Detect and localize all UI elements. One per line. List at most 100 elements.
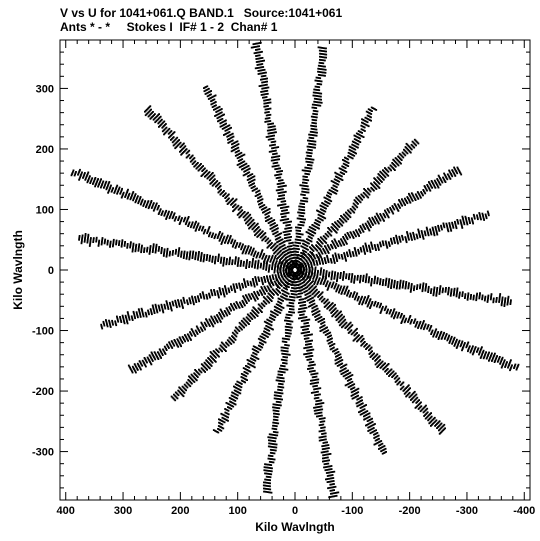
uv-point bbox=[414, 318, 417, 321]
uv-point bbox=[373, 278, 376, 281]
uv-point bbox=[312, 146, 315, 149]
uv-point bbox=[218, 112, 221, 115]
uv-point bbox=[308, 324, 310, 327]
uv-point bbox=[278, 185, 281, 188]
uv-point bbox=[98, 182, 101, 184]
uv-point bbox=[312, 140, 314, 143]
uv-point bbox=[393, 377, 396, 380]
uv-point bbox=[475, 295, 478, 298]
uv-point bbox=[201, 229, 203, 232]
uv-point bbox=[206, 177, 209, 180]
uv-point bbox=[216, 117, 219, 120]
uv-point bbox=[305, 191, 307, 194]
uv-point bbox=[319, 393, 321, 396]
uv-point bbox=[317, 281, 320, 283]
uv-point bbox=[365, 280, 367, 282]
uv-point bbox=[262, 254, 265, 256]
uv-point bbox=[319, 421, 322, 423]
uv-point bbox=[253, 253, 256, 255]
uv-point bbox=[316, 131, 318, 134]
uv-point bbox=[486, 356, 489, 359]
uv-point bbox=[277, 404, 280, 406]
uv-point bbox=[414, 407, 417, 409]
uv-point bbox=[297, 287, 299, 289]
uv-point bbox=[265, 87, 267, 89]
uv-point bbox=[285, 184, 287, 187]
uv-point bbox=[356, 299, 359, 302]
uv-point bbox=[268, 111, 270, 113]
uv-point bbox=[488, 358, 491, 361]
uv-point bbox=[363, 345, 366, 348]
uv-point bbox=[323, 448, 325, 450]
uv-point bbox=[239, 156, 241, 158]
uv-point bbox=[235, 244, 238, 247]
uv-point bbox=[316, 397, 319, 399]
uv-point bbox=[314, 266, 317, 269]
uv-point bbox=[341, 369, 344, 372]
uv-point bbox=[317, 314, 320, 316]
uv-point bbox=[308, 164, 310, 166]
uv-point bbox=[271, 226, 274, 229]
uv-point bbox=[280, 245, 283, 248]
uv-point bbox=[221, 128, 224, 130]
uv-point bbox=[343, 285, 346, 288]
uv-point bbox=[230, 126, 232, 129]
uv-point bbox=[445, 334, 448, 337]
uv-point bbox=[227, 128, 230, 130]
uv-point bbox=[363, 415, 365, 418]
uv-point bbox=[334, 352, 336, 355]
uv-point bbox=[458, 295, 461, 298]
uv-point bbox=[189, 254, 191, 257]
uv-point bbox=[421, 287, 424, 290]
uv-point bbox=[285, 230, 287, 233]
uv-point bbox=[275, 416, 278, 418]
uv-point bbox=[385, 451, 387, 453]
uv-point bbox=[286, 335, 289, 337]
uv-point bbox=[376, 441, 379, 444]
uv-point bbox=[151, 205, 154, 208]
uv-point bbox=[278, 240, 281, 242]
uv-point bbox=[378, 448, 380, 450]
uv-point bbox=[433, 332, 436, 334]
uv-point bbox=[257, 264, 259, 267]
uv-point bbox=[257, 262, 260, 265]
uv-point bbox=[258, 203, 260, 206]
uv-point bbox=[349, 294, 351, 297]
uv-point bbox=[145, 206, 147, 209]
uv-point bbox=[325, 272, 328, 275]
uv-point bbox=[417, 408, 420, 410]
uv-point bbox=[271, 147, 273, 150]
uv-point bbox=[258, 200, 260, 202]
uv-point bbox=[367, 296, 369, 299]
uv-point bbox=[376, 366, 379, 368]
uv-point bbox=[209, 254, 211, 257]
uv-point bbox=[225, 259, 228, 262]
uv-point bbox=[303, 301, 305, 303]
uv-point bbox=[211, 233, 214, 236]
uv-point bbox=[228, 260, 231, 263]
uv-point bbox=[440, 426, 443, 429]
uv-point bbox=[253, 266, 256, 269]
uv-point bbox=[409, 315, 412, 317]
uv-point bbox=[487, 295, 490, 298]
uv-point bbox=[382, 368, 384, 371]
uv-point bbox=[325, 447, 328, 450]
uv-point bbox=[316, 273, 319, 276]
uv-point bbox=[448, 286, 450, 289]
uv-point bbox=[304, 353, 307, 355]
uv-point bbox=[226, 235, 229, 238]
uv-point bbox=[358, 337, 361, 340]
uv-point bbox=[278, 155, 281, 157]
uv-point bbox=[286, 227, 289, 230]
uv-point bbox=[355, 294, 358, 297]
x-tick-label: 300 bbox=[114, 505, 132, 517]
uv-point bbox=[181, 152, 183, 155]
uv-point bbox=[303, 212, 306, 215]
uv-point bbox=[162, 210, 164, 213]
uv-point bbox=[292, 305, 295, 308]
uv-point bbox=[253, 188, 256, 191]
uv-point bbox=[287, 248, 290, 251]
uv-point bbox=[384, 370, 386, 373]
uv-point bbox=[342, 276, 345, 279]
uv-point bbox=[237, 262, 239, 265]
